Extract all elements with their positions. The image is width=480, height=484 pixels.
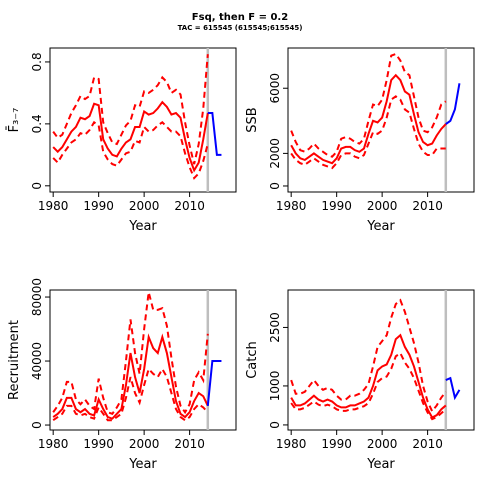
x-tick-label: 2010 xyxy=(412,437,443,451)
x-tick-label: 1980 xyxy=(276,199,307,213)
y-axis-label: Catch xyxy=(245,341,260,379)
x-tick-label: 1990 xyxy=(321,437,352,451)
x-tick-label: 2010 xyxy=(174,437,205,451)
y-axis-label: Recruitment xyxy=(7,320,22,400)
series-line xyxy=(445,376,461,401)
series-line xyxy=(290,95,446,170)
series-line xyxy=(290,298,447,414)
series-line xyxy=(290,52,447,158)
y-tick-label: 0.4 xyxy=(30,114,44,133)
plot-box xyxy=(49,47,237,193)
y-tick-label: 2500 xyxy=(268,312,282,343)
plot-box xyxy=(287,47,475,193)
series-line xyxy=(52,367,209,422)
y-tick-label: 0 xyxy=(30,182,44,190)
x-axis-label: Year xyxy=(366,457,395,472)
series-line xyxy=(290,351,447,421)
x-tick-label: 2000 xyxy=(129,437,160,451)
plot-box xyxy=(287,289,475,431)
x-tick-label: 2000 xyxy=(129,199,160,213)
y-tick-label: 0 xyxy=(268,421,282,429)
y-tick-label: 6000 xyxy=(268,73,282,104)
x-tick-label: 2000 xyxy=(367,437,398,451)
x-tick-label: 1990 xyxy=(83,199,114,213)
figure-subtitle: TAC = 615545 (615545;615545) xyxy=(178,24,303,32)
series-line xyxy=(52,100,209,173)
y-tick-label: 2000 xyxy=(268,138,282,169)
series-line xyxy=(52,291,209,416)
x-tick-label: 2010 xyxy=(174,199,205,213)
y-tick-label: 0 xyxy=(268,182,282,190)
x-axis-label: Year xyxy=(128,457,157,472)
series-line xyxy=(290,333,447,419)
y-tick-label: 40000 xyxy=(30,342,44,380)
x-tick-label: 2000 xyxy=(367,199,398,213)
y-tick-label: 1000 xyxy=(268,371,282,402)
series-line xyxy=(52,333,209,420)
series-line xyxy=(52,54,209,165)
series-line xyxy=(206,360,222,406)
series-line xyxy=(207,112,222,156)
y-tick-label: 80000 xyxy=(30,278,44,316)
y-tick-label: 0.8 xyxy=(30,52,44,71)
y-axis-label: SSB xyxy=(245,107,260,132)
figure-title: Fsq, then F = 0.2 xyxy=(192,12,288,23)
x-tick-label: 1980 xyxy=(38,437,69,451)
x-tick-label: 2010 xyxy=(412,199,443,213)
series-line xyxy=(445,83,461,125)
y-tick-label: 0 xyxy=(30,421,44,429)
series-line xyxy=(290,73,447,165)
x-tick-label: 1990 xyxy=(83,437,114,451)
plot-box xyxy=(49,289,237,431)
series-line xyxy=(52,120,209,180)
x-tick-label: 1980 xyxy=(38,199,69,213)
x-axis-label: Year xyxy=(366,219,395,234)
x-tick-label: 1980 xyxy=(276,437,307,451)
x-tick-label: 1990 xyxy=(321,199,352,213)
y-axis-label: F̄₃₋₇ xyxy=(7,108,22,133)
x-axis-label: Year xyxy=(128,219,157,234)
